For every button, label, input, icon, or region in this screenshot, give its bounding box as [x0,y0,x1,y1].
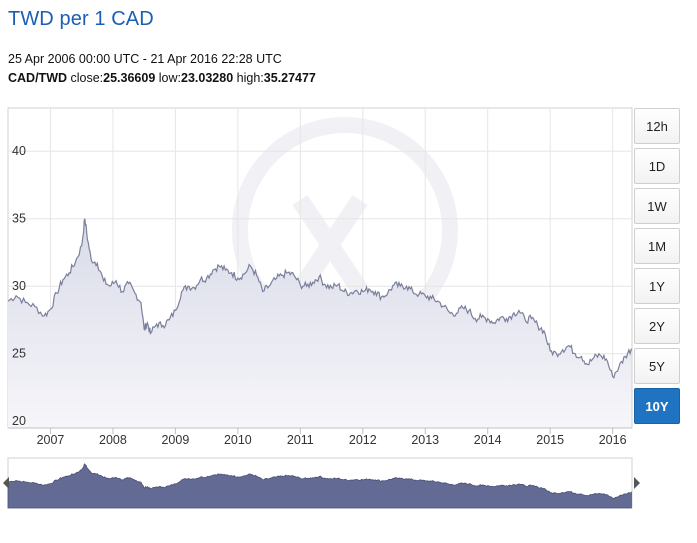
range-button-12h[interactable]: 12h [634,108,680,144]
x-tick-label: 2013 [411,433,439,447]
x-tick-label: 2012 [349,433,377,447]
x-tick-label: 2010 [224,433,252,447]
range-button-1y[interactable]: 1Y [634,268,680,304]
x-tick-label: 2008 [99,433,127,447]
high-value: 35.27477 [263,71,316,85]
range-button-1m[interactable]: 1M [634,228,680,264]
x-tick-label: 2014 [474,433,502,447]
x-tick-label: 2009 [161,433,189,447]
x-tick-label: 2015 [536,433,564,447]
navigator-left-handle[interactable] [3,477,9,489]
close-value: 25.36609 [103,71,156,85]
range-button-5y[interactable]: 5Y [634,348,680,384]
range-button-1d[interactable]: 1D [634,148,680,184]
rate-line [7,218,632,379]
x-tick-label: 2016 [599,433,627,447]
rate-area [8,218,632,428]
y-tick-label: 30 [12,279,26,293]
y-tick-label: 40 [12,144,26,158]
range-button-10y[interactable]: 10Y [634,388,680,424]
y-tick-label: 20 [12,414,26,428]
currency-pair: CAD/TWD [8,71,68,85]
y-tick-label: 35 [12,212,26,226]
page-title: TWD per 1 CAD [8,8,154,30]
navigator-area [7,463,632,509]
low-label: low: [158,71,182,85]
range-button-1w[interactable]: 1W [634,188,680,224]
x-tick-label: 2011 [287,433,314,447]
y-tick-label: 25 [12,347,26,361]
low-value: 23.03280 [181,71,234,85]
x-tick-label: 2007 [37,433,65,447]
high-label: high: [236,71,264,85]
close-label: close: [70,71,104,85]
date-range-text: 25 Apr 2006 00:00 UTC - 21 Apr 2016 22:2… [8,52,282,66]
stats-line: CAD/TWD close:25.36609 low:23.03280 high… [8,71,316,85]
range-button-2y[interactable]: 2Y [634,308,680,344]
navigator-right-handle[interactable] [634,477,640,489]
